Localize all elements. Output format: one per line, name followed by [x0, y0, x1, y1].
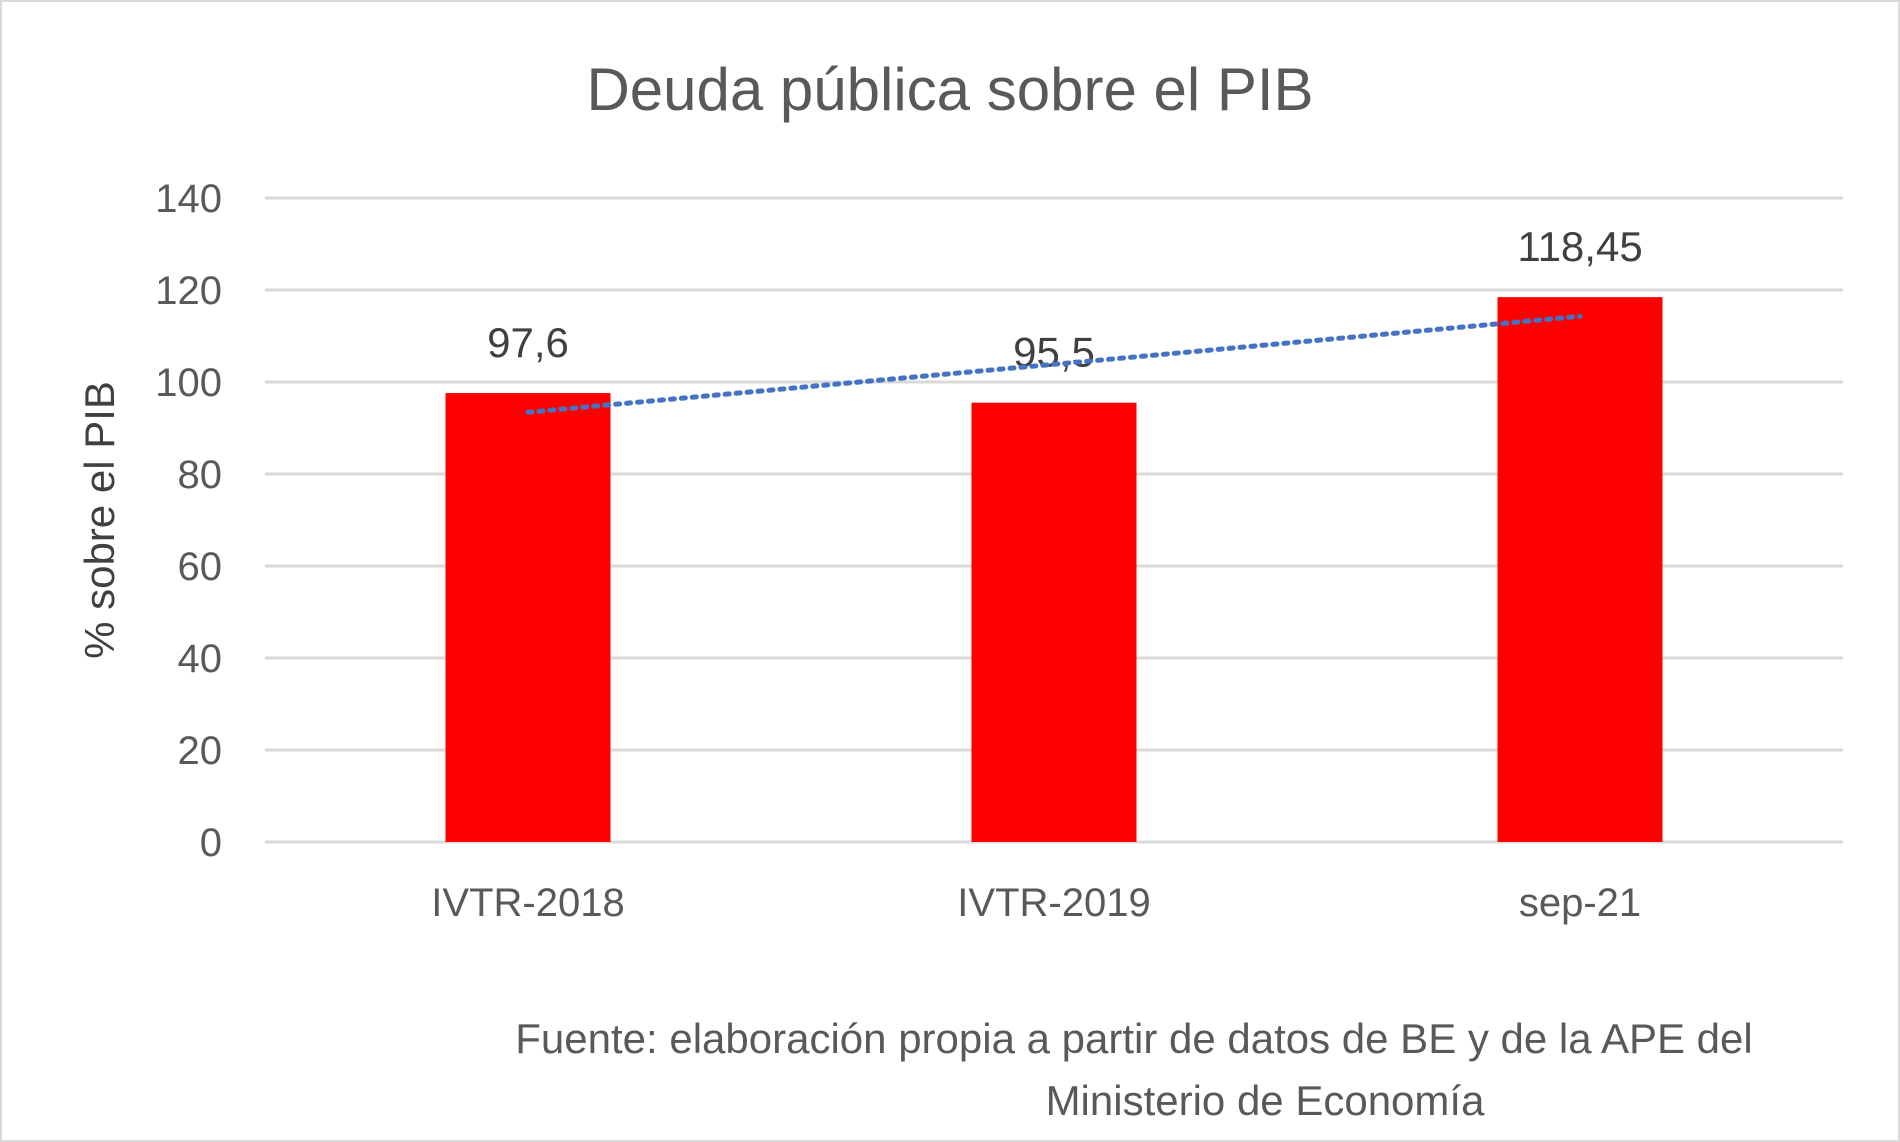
- y-tick-label: 140: [155, 177, 222, 221]
- trendline: [525, 313, 1583, 415]
- source-note-line-2: Ministerio de Economía: [1045, 1077, 1485, 1124]
- source-note: Fuente: elaboración propia a partir de d…: [384, 1008, 1884, 1132]
- bar: [971, 402, 1137, 842]
- y-tick-label: 120: [155, 269, 222, 313]
- y-tick-label: 40: [178, 637, 223, 681]
- y-tick-label: 0: [200, 821, 222, 865]
- y-tick-label: 20: [178, 729, 223, 773]
- source-note-line-1: Fuente: elaboración propia a partir de d…: [515, 1015, 1753, 1062]
- y-tick-label: 100: [155, 361, 222, 405]
- chart-title: Deuda pública sobre el PIB: [586, 56, 1314, 123]
- y-tick-label: 60: [178, 545, 223, 589]
- x-tick-label: IVTR-2019: [957, 881, 1150, 925]
- bar: [445, 393, 611, 842]
- data-label: 97,6: [487, 319, 569, 366]
- y-tick-label: 80: [178, 453, 223, 497]
- x-tick-label: sep-21: [1519, 881, 1641, 925]
- x-tick-label: IVTR-2018: [431, 881, 624, 925]
- data-label: 118,45: [1517, 223, 1642, 270]
- bar: [1497, 297, 1663, 842]
